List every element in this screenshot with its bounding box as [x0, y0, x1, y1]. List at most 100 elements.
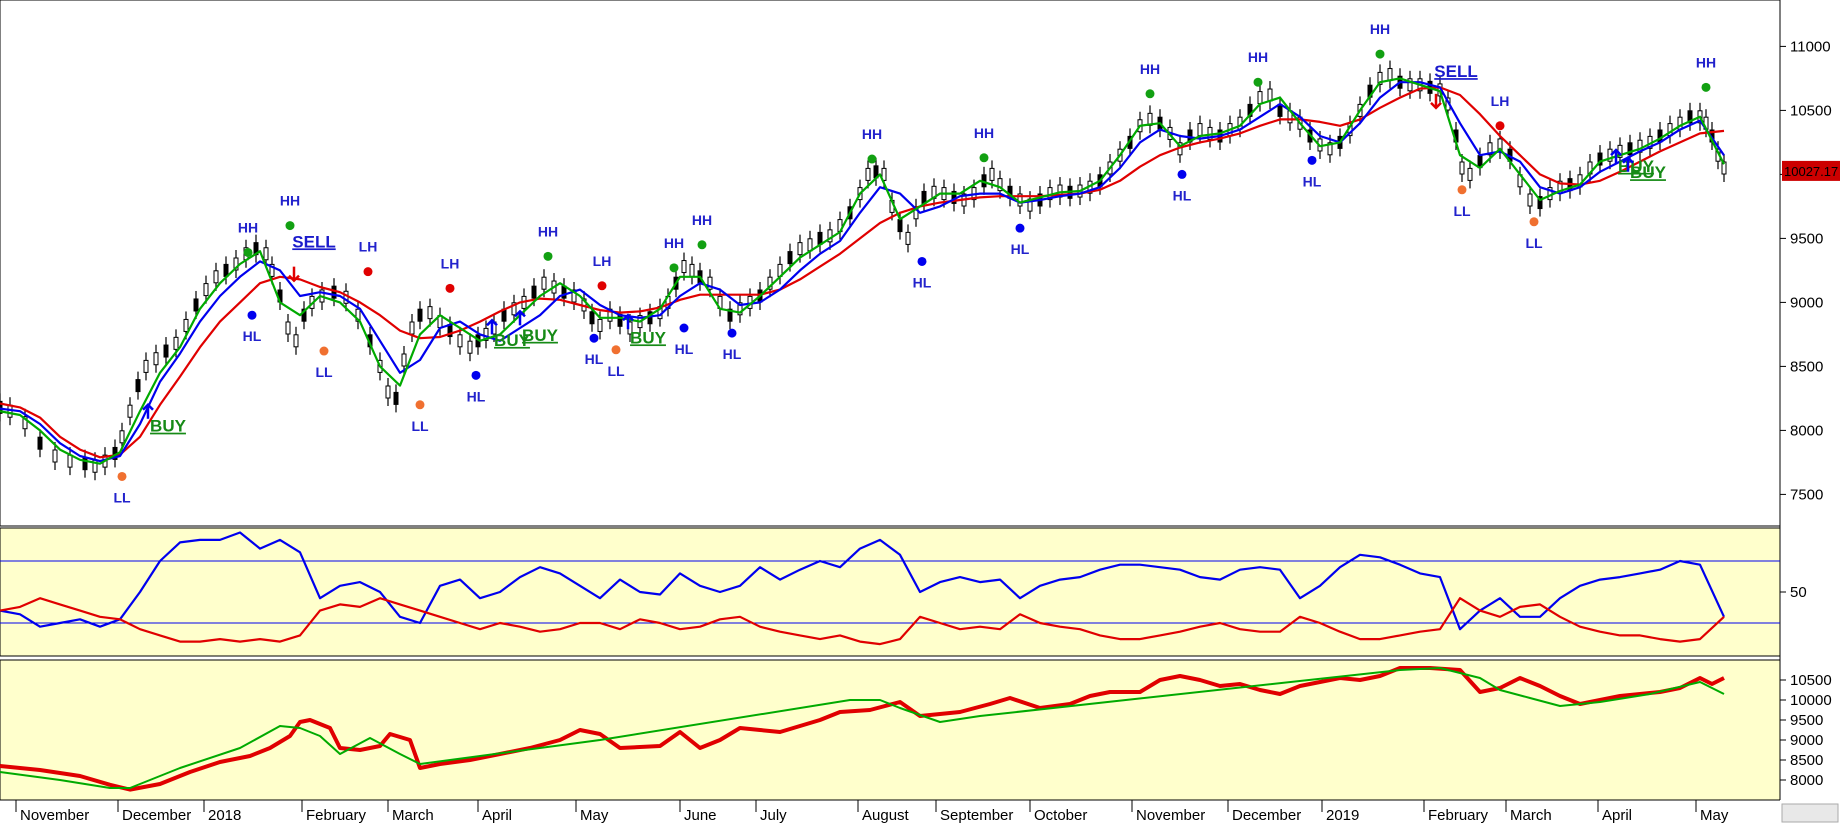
candle-body	[511, 302, 517, 316]
right-axis-panel	[1780, 0, 1840, 800]
price-axis-tick-label: 11000	[1790, 38, 1831, 55]
lower-axis-tick-label: 10500	[1790, 672, 1832, 689]
swing-marker-lh	[1495, 121, 1505, 131]
candle-body	[997, 178, 1003, 192]
swing-label-ll: LL	[1525, 235, 1543, 251]
candle-body	[203, 283, 209, 297]
time-tick-label: 2018	[208, 807, 241, 824]
time-tick-label: April	[1602, 807, 1632, 824]
price-axis-tick-label: 9500	[1790, 230, 1823, 247]
swing-marker-hl	[1015, 223, 1025, 233]
candle-body	[135, 379, 141, 393]
candle-body	[865, 167, 871, 181]
candle-body	[467, 340, 473, 354]
last-price-label: 10027.17	[1784, 164, 1838, 179]
swing-label-hh: HH	[1248, 49, 1268, 65]
swing-marker-hh	[285, 221, 295, 231]
candle-body	[119, 430, 125, 444]
time-tick-label: March	[1510, 807, 1552, 824]
candle-body	[707, 276, 713, 290]
swing-marker-hh	[243, 247, 253, 257]
swing-label-ll: LL	[411, 418, 429, 434]
price-axis-tick-label: 10500	[1790, 102, 1832, 119]
candle-body	[37, 436, 43, 450]
swing-marker-ll	[1529, 217, 1539, 227]
swing-marker-lh	[597, 281, 607, 291]
swing-marker-ll	[319, 346, 329, 356]
candle-body	[737, 302, 743, 316]
candle-body	[589, 311, 595, 325]
swing-label-hh: HH	[280, 193, 300, 209]
oscillator-axis-tick-label: 50	[1790, 584, 1807, 601]
swing-marker-hh	[669, 263, 679, 273]
oscillator-axis-ticks: 50	[1780, 584, 1807, 601]
lower-axis-tick-label: 9000	[1790, 732, 1823, 749]
swing-marker-hh	[1701, 82, 1711, 92]
swing-marker-hh	[1145, 89, 1155, 99]
candle-body	[427, 306, 433, 320]
candle-body	[393, 391, 399, 405]
candle-body	[301, 308, 307, 322]
swing-label-hl: HL	[585, 351, 604, 367]
last-price-tag: 10027.17	[1782, 160, 1840, 181]
scrollbar-thumb[interactable]	[1781, 803, 1839, 823]
candle-body	[0, 400, 3, 414]
swing-label-hl: HL	[1303, 173, 1322, 189]
candle-body	[1377, 71, 1383, 85]
candle-body	[263, 247, 269, 261]
swing-label-hl: HL	[1173, 187, 1192, 203]
swing-marker-ll	[1457, 185, 1467, 195]
candle-body	[905, 231, 911, 245]
time-tick-label: December	[1232, 807, 1301, 824]
swing-label-ll: LL	[1453, 203, 1471, 219]
candle-body	[285, 321, 291, 335]
price-moving-averages	[0, 77, 1725, 465]
swing-label-ll: LL	[113, 489, 131, 505]
candle-body	[269, 263, 275, 277]
price-green-line	[0, 77, 1725, 465]
candle-body	[457, 334, 463, 348]
swing-label-ll: LL	[607, 363, 625, 379]
swing-marker-lh	[445, 283, 455, 293]
buy-signal-label: BUY	[494, 331, 531, 350]
swing-marker-ll	[611, 345, 621, 355]
swing-marker-hl	[727, 328, 737, 338]
time-tick-label: November	[20, 807, 89, 824]
candle-body	[1527, 193, 1533, 207]
last-price-background	[1782, 160, 1840, 181]
candle-body	[1597, 152, 1603, 166]
swing-marker-hl	[1307, 155, 1317, 165]
candle-body	[233, 257, 239, 271]
candle-body	[173, 336, 179, 350]
swing-label-hl: HL	[467, 388, 486, 404]
lower-green-line	[0, 667, 1725, 789]
candle-body	[797, 242, 803, 256]
swing-label-hl: HL	[1011, 241, 1030, 257]
swing-marker-hh	[543, 251, 553, 261]
candle-body	[163, 344, 169, 358]
swing-marker-ll	[415, 400, 425, 410]
swing-marker-hl	[247, 310, 257, 320]
time-axis-labels: November December 2018 February March April Ma…	[0, 799, 1780, 824]
swing-label-hl: HL	[675, 341, 694, 357]
candle-body	[571, 289, 577, 303]
buy-signal-arrowhead	[622, 313, 634, 322]
candle-body	[1467, 167, 1473, 181]
swing-marker-lh	[363, 267, 373, 277]
buy-signal-label: BUY	[522, 326, 559, 345]
time-tick-label: May	[580, 807, 609, 824]
candle-body	[409, 321, 415, 335]
swing-label-lh: LH	[1491, 93, 1510, 109]
swing-marker-hl	[589, 333, 599, 343]
swing-label-hl: HL	[243, 328, 262, 344]
swing-label-hh: HH	[1370, 21, 1390, 37]
time-tick-label: May	[1700, 807, 1729, 824]
time-tick-label: September	[940, 807, 1013, 824]
swing-marker-hl	[679, 323, 689, 333]
candle-body	[67, 454, 73, 468]
oscillator-reference-lines	[0, 560, 1780, 624]
swing-label-hh: HH	[862, 126, 882, 142]
swing-label-hh: HH	[1696, 54, 1716, 70]
swing-label-lh: LH	[359, 239, 378, 255]
